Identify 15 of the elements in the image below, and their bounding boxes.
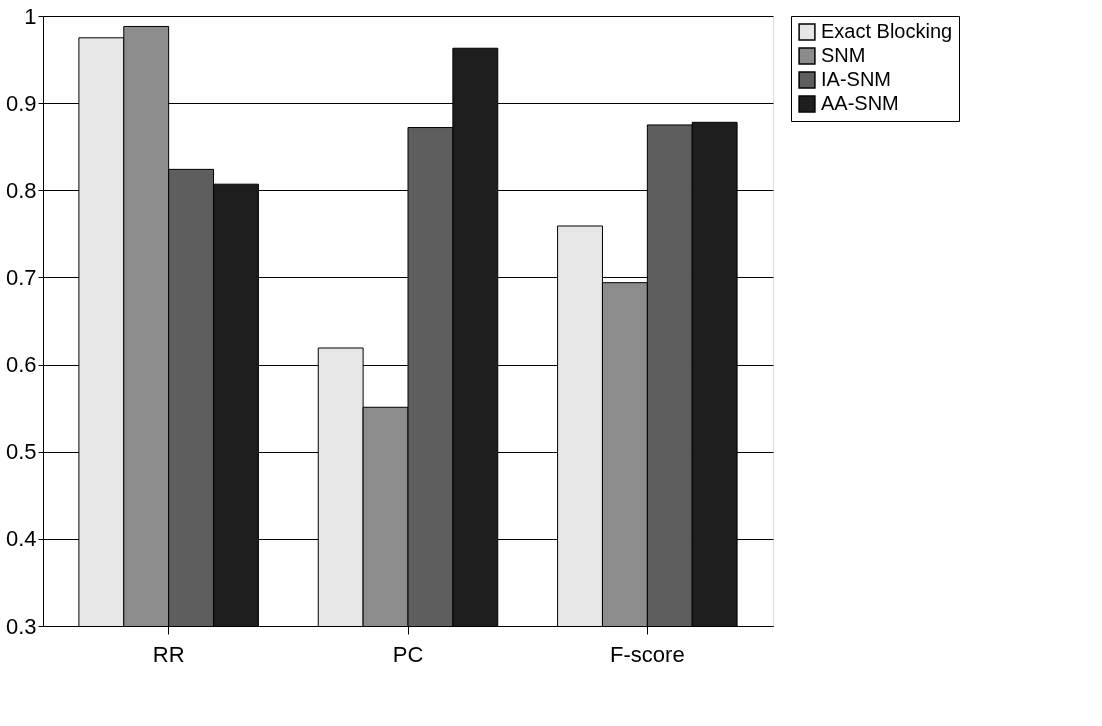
y-tick-label: 0.7 [5,264,37,290]
x-tick-label: PC [392,641,424,667]
x-tick-label: F-score [610,641,685,667]
y-tick-label: 0.9 [5,90,37,116]
y-tick-label: 0.5 [5,439,37,465]
legend-label: AA-SNM [821,92,899,114]
y-tick-label: 0.4 [5,526,37,552]
y-tick-label: 0.8 [5,177,37,203]
x-tick-label: RR [152,641,185,667]
y-tick-label: 0.6 [5,352,37,378]
y-tick-label: 0.3 [5,613,37,639]
legend-label: Exact Blocking [821,20,953,42]
legend-label: SNM [821,44,866,66]
legend-label: IA-SNM [821,68,891,90]
y-tick-label: 1 [24,3,37,29]
